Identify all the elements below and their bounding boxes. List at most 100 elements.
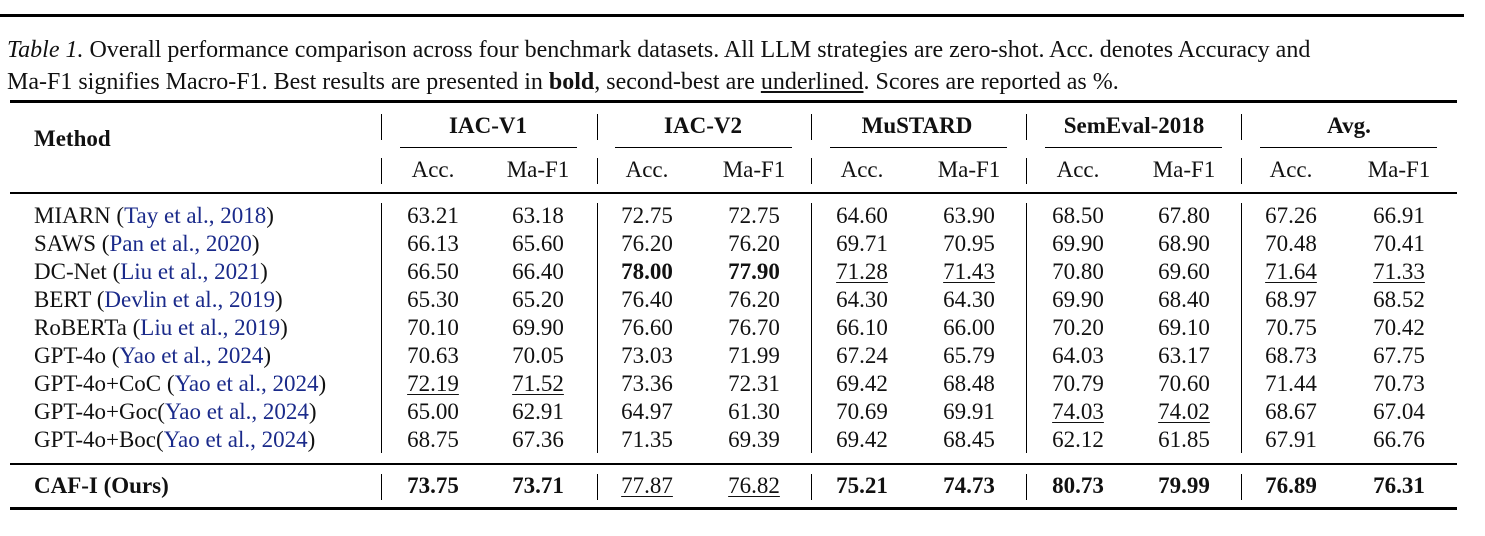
table-cell: 67.80 xyxy=(1158,203,1210,228)
table-cell: 76.60 xyxy=(621,315,673,340)
table-cell: 69.90 xyxy=(1052,231,1104,256)
table-cell: 70.95 xyxy=(943,231,995,256)
table-cell: 70.48 xyxy=(1265,231,1317,256)
table-cell: 68.67 xyxy=(1265,399,1317,424)
citation-link[interactable]: Yao et al., 2024 xyxy=(119,343,264,368)
caption-text-2c: . Scores are reported as %. xyxy=(863,69,1119,95)
table-cell: 69.90 xyxy=(512,315,564,340)
column-separator xyxy=(381,158,383,184)
method-label-close: ) xyxy=(280,315,288,340)
table-cell: 68.48 xyxy=(943,371,995,396)
table-cell: 68.45 xyxy=(943,427,995,452)
method-name: RoBERTa (Liu et al., 2019) xyxy=(34,315,288,341)
sub-header: Ma-F1 xyxy=(1367,157,1431,182)
table-cell: 64.60 xyxy=(836,203,888,228)
column-separator xyxy=(811,203,813,453)
table-cell: 62.12 xyxy=(1052,427,1104,452)
sub-header: Acc. xyxy=(1269,157,1313,182)
table-cell: 78.00 xyxy=(621,259,673,284)
method-label-close: ) xyxy=(266,203,274,228)
method-label-close: ) xyxy=(260,259,268,284)
sub-header: Ma-F1 xyxy=(506,157,570,182)
citation-link[interactable]: Liu et al., 2019 xyxy=(140,315,281,340)
method-label: GPT-4o+CoC ( xyxy=(34,371,175,396)
table-cell: 63.18 xyxy=(512,203,564,228)
table-cell: 77.87 xyxy=(621,473,673,498)
table-cell: 66.40 xyxy=(512,259,564,284)
method-name: GPT-4o+Boc(Yao et al., 2024) xyxy=(34,427,315,453)
table-cell: 73.03 xyxy=(621,343,673,368)
table-cell: 73.36 xyxy=(621,371,673,396)
method-name: SAWS (Pan et al., 2020) xyxy=(34,231,260,257)
table-top-rule xyxy=(10,100,1457,103)
table-cell: 76.20 xyxy=(728,231,780,256)
sub-header: Ma-F1 xyxy=(1152,157,1216,182)
column-separator xyxy=(1241,474,1243,500)
table-cell: 66.91 xyxy=(1373,203,1425,228)
table-cell: 68.52 xyxy=(1373,287,1425,312)
method-label: SAWS ( xyxy=(34,231,110,256)
table-cell: 77.90 xyxy=(728,259,780,284)
citation-link[interactable]: Liu et al., 2021 xyxy=(120,259,261,284)
table-cell: 67.26 xyxy=(1265,203,1317,228)
column-separator xyxy=(1241,203,1243,453)
citation-link[interactable]: Tay et al., 2018 xyxy=(124,203,267,228)
table-cell: 70.41 xyxy=(1373,231,1425,256)
table-cell: 67.75 xyxy=(1373,343,1425,368)
citation-link[interactable]: Yao et al., 2024 xyxy=(163,427,308,452)
group-underline xyxy=(615,147,792,149)
method-name-ours: CAF-I (Ours) xyxy=(34,473,169,498)
method-label-close: ) xyxy=(318,371,327,396)
table-cell: 66.50 xyxy=(407,259,459,284)
table-cell: 69.90 xyxy=(1052,287,1104,312)
method-label: MIARN ( xyxy=(34,203,125,228)
group-header: SemEval-2018 xyxy=(1063,113,1205,138)
group-underline xyxy=(830,147,1007,149)
table-cell: 69.39 xyxy=(728,427,780,452)
table-cell: 66.13 xyxy=(407,231,459,256)
table-cell: 64.03 xyxy=(1052,343,1104,368)
table-cell: 76.20 xyxy=(621,231,673,256)
table-cell: 70.79 xyxy=(1052,371,1104,396)
table-cell: 72.75 xyxy=(728,203,780,228)
citation-link[interactable]: Yao et al., 2024 xyxy=(174,371,319,396)
table-cell: 63.90 xyxy=(943,203,995,228)
table-cell: 73.71 xyxy=(512,473,564,498)
table-cell: 70.05 xyxy=(512,343,564,368)
table-cell: 70.75 xyxy=(1265,315,1317,340)
citation-link[interactable]: Yao et al., 2024 xyxy=(164,399,309,424)
sub-header: Acc. xyxy=(411,157,455,182)
table-cell: 68.90 xyxy=(1158,231,1210,256)
table-cell: 65.30 xyxy=(407,287,459,312)
table-cell: 68.73 xyxy=(1265,343,1317,368)
group-header: Avg. xyxy=(1327,113,1371,138)
column-separator xyxy=(811,474,813,500)
table-cell: 64.30 xyxy=(836,287,888,312)
group-underline xyxy=(1045,147,1222,149)
table-cell: 76.20 xyxy=(728,287,780,312)
table-cell: 62.91 xyxy=(512,399,564,424)
method-name: BERT (Devlin et al., 2019) xyxy=(34,287,283,313)
table-cell: 67.04 xyxy=(1373,399,1425,424)
table-cell: 80.73 xyxy=(1052,473,1104,498)
citation-link[interactable]: Devlin et al., 2019 xyxy=(104,287,275,312)
table-cell: 67.24 xyxy=(836,343,888,368)
table-cell: 68.97 xyxy=(1265,287,1317,312)
column-separator xyxy=(597,203,599,453)
group-underline xyxy=(400,147,577,149)
method-label: GPT-4o ( xyxy=(34,343,120,368)
table-cell: 71.35 xyxy=(621,427,673,452)
sub-header: Acc. xyxy=(840,157,884,182)
table-cell: 72.19 xyxy=(407,371,459,396)
citation-link[interactable]: Pan et al., 2020 xyxy=(109,231,252,256)
method-label-close: ) xyxy=(307,427,316,452)
method-name: MIARN (Tay et al., 2018) xyxy=(34,203,274,229)
method-label-close: ) xyxy=(308,399,317,424)
group-header: MuSTARD xyxy=(861,113,973,138)
sub-header: Ma-F1 xyxy=(722,157,786,182)
table-cell: 65.60 xyxy=(512,231,564,256)
table-cell: 68.75 xyxy=(407,427,459,452)
caption-label: Table 1. xyxy=(7,37,84,63)
method-name: GPT-4o+Goc(Yao et al., 2024) xyxy=(34,399,317,425)
table-cell: 67.91 xyxy=(1265,427,1317,452)
